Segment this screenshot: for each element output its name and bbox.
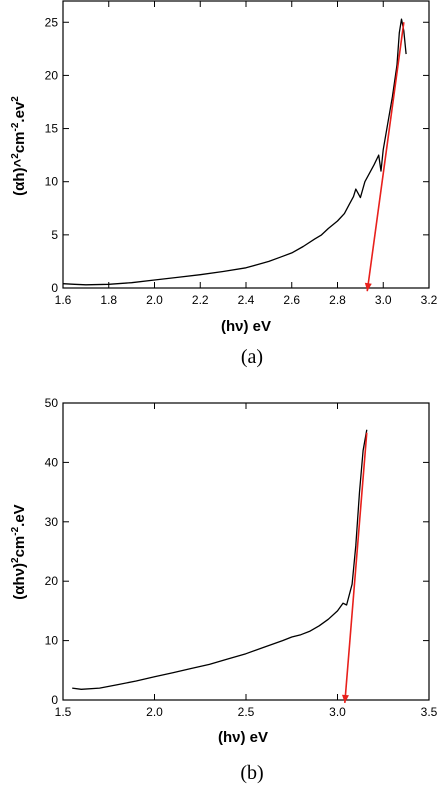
linear-fit-line	[344, 432, 368, 704]
y-tick-label: 5	[51, 228, 58, 242]
fit-arrowhead	[341, 694, 349, 703]
x-tick-label: 2.8	[329, 293, 346, 307]
x-tick-label: 2.6	[283, 293, 300, 307]
x-tick-label: 3.2	[421, 293, 438, 307]
x-tick-label: 3.0	[375, 293, 392, 307]
x-tick-label: 2.0	[146, 705, 163, 719]
y-axis-label-a: (αh)^2cm-2.ev2	[10, 96, 28, 196]
series-b	[72, 429, 368, 690]
y-tick-label: 10	[45, 175, 59, 189]
data-line	[62, 18, 407, 286]
panel-label-b: (b)	[240, 762, 263, 784]
x-tick-label: 2.0	[146, 293, 163, 307]
y-tick-label: 50	[45, 396, 59, 410]
x-tick-labels-a: 1.6 1.8 2.0 2.2 2.4 2.6 2.8 3.0 3.2	[55, 293, 438, 307]
y-tick-labels-b: 0 10 20 30 40 50	[45, 396, 59, 707]
y-tick-label: 40	[45, 455, 59, 469]
x-tick-label: 2.2	[192, 293, 209, 307]
y-label-b-part-1: (αhν)	[11, 563, 28, 600]
y-label-b-part-2: 2	[10, 557, 21, 563]
axis-ticks-b	[62, 402, 430, 701]
y-tick-label: 0	[51, 281, 58, 295]
plot-frame-b	[62, 402, 430, 701]
y-tick-label: 20	[45, 68, 59, 82]
y-label-b-part-4: -2	[10, 526, 21, 535]
y-tick-label: 30	[45, 515, 59, 529]
x-tick-label: 2.5	[238, 705, 255, 719]
y-label-a-part-1: (αh)^	[11, 158, 28, 195]
y-tick-label: 20	[45, 574, 59, 588]
fit-line-b	[341, 432, 368, 704]
y-label-a-part-2: 2	[10, 153, 21, 159]
x-axis-label-a: (hν) eV	[221, 318, 271, 335]
y-tick-labels-a: 0 5 10 15 20 25	[45, 15, 59, 295]
y-label-a-part-3: cm	[11, 131, 28, 153]
x-tick-label: 1.8	[100, 293, 117, 307]
y-label-a-part-4: -2	[10, 122, 21, 131]
y-tick-label: 15	[45, 122, 59, 136]
data-line	[72, 429, 368, 690]
y-label-a-part-5: .ev	[11, 101, 28, 123]
fit-line-a	[364, 22, 405, 292]
axis-ticks-a	[62, 1, 430, 289]
x-tick-label: 3.5	[421, 705, 438, 719]
x-tick-label: 1.5	[55, 705, 72, 719]
y-label-b-part-3: cm	[11, 536, 28, 558]
panel-a: 1.6 1.8 2.0 2.2 2.4 2.6 2.8 3.0 3.2 0 5 10 15 20 25 (…	[10, 0, 438, 368]
y-label-a-part-6: 2	[10, 96, 21, 102]
x-tick-label: 1.6	[55, 293, 72, 307]
panel-label-a: (a)	[241, 346, 263, 368]
x-tick-labels-b: 1.5 2.0 2.5 3.0 3.5	[55, 705, 438, 719]
x-axis-label-b: (hν) eV	[218, 729, 268, 746]
y-axis-label-b: (αhν)2cm-2.eV	[10, 504, 28, 599]
series-a	[62, 18, 407, 286]
panel-b: 1.5 2.0 2.5 3.0 3.5 0 10 20 30 40 50 (hν) eV (αhν…	[10, 396, 438, 784]
y-label-b-part-5: .eV	[11, 504, 28, 527]
x-tick-label: 2.4	[238, 293, 255, 307]
linear-fit-line	[366, 22, 405, 292]
fit-arrowhead	[364, 282, 372, 292]
y-tick-label: 0	[51, 693, 58, 707]
y-tick-label: 10	[45, 634, 59, 648]
x-tick-label: 3.0	[329, 705, 346, 719]
y-tick-label: 25	[45, 15, 59, 29]
